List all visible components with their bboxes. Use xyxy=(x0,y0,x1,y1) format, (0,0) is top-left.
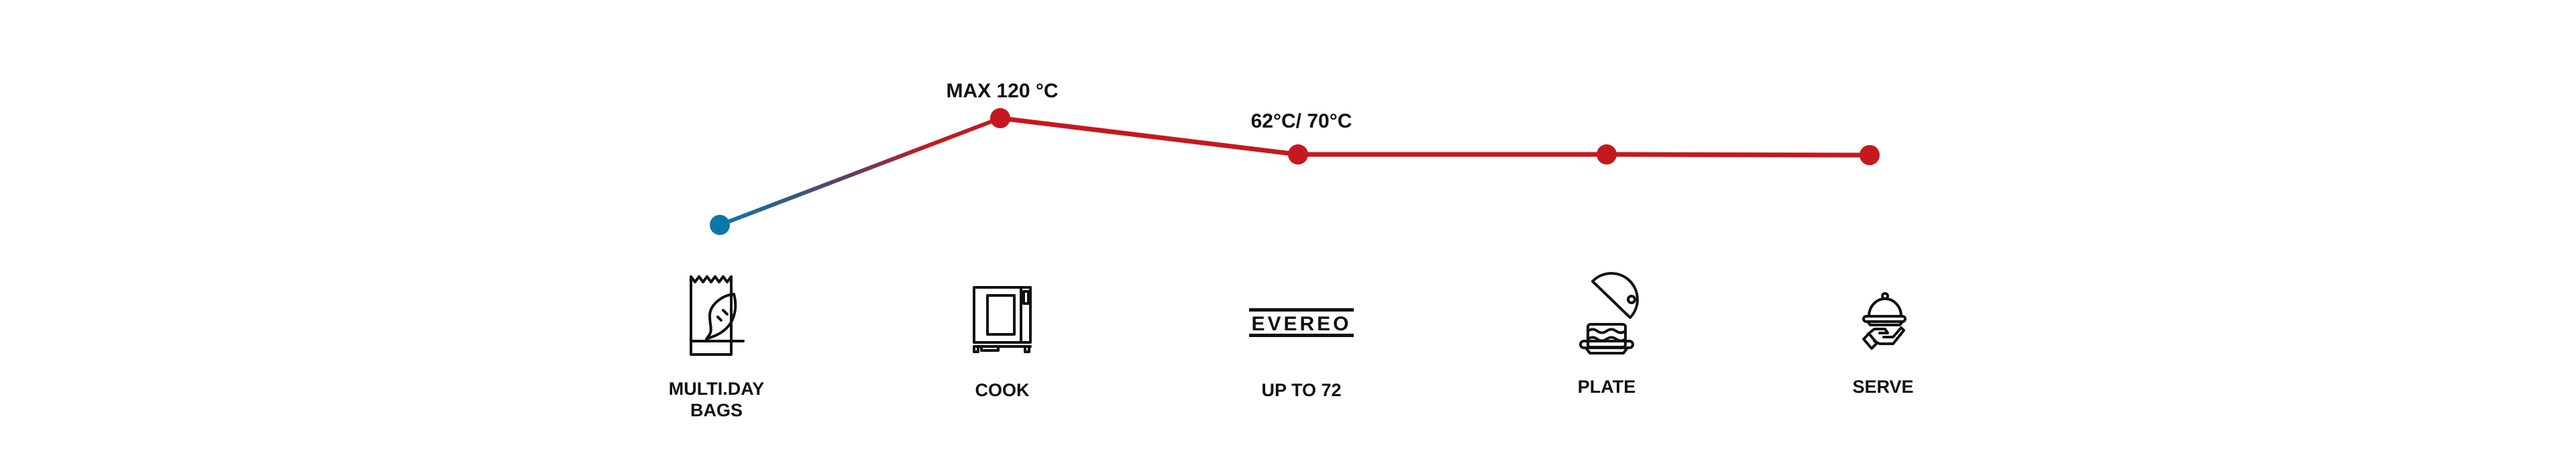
temperature-line xyxy=(718,115,1870,227)
points xyxy=(710,108,1880,235)
plate-cloche-icon xyxy=(1579,272,1639,355)
annotation-max-temp: MAX 120 °C xyxy=(946,80,1058,102)
annotation-hold-temp: 62°C/ 70°C xyxy=(1251,110,1352,132)
step-label-multi-day-bags-line1: MULTI.DAY xyxy=(669,379,765,399)
point-serve xyxy=(1860,145,1880,165)
serve-cloche-hand-icon xyxy=(1862,292,1907,350)
fish-bag-icon xyxy=(690,275,745,356)
step-label-plate: PLATE xyxy=(1578,377,1636,397)
step-label-up-to-72: UP TO 72 xyxy=(1261,380,1341,400)
step-label-multi-day-bags-line2: BAGS xyxy=(690,400,743,420)
evereo-logo: EVEREO xyxy=(1249,308,1354,337)
line-segment-bags-cook xyxy=(718,116,1002,227)
point-up-to-72 xyxy=(1288,144,1308,164)
oven-icon xyxy=(973,286,1032,353)
point-plate xyxy=(1597,144,1617,164)
point-multi-day-bags xyxy=(710,215,730,235)
line-segment-hot xyxy=(1000,115,1870,158)
point-cook xyxy=(990,108,1010,128)
step-label-serve: SERVE xyxy=(1852,377,1913,397)
step-label-cook: COOK xyxy=(975,380,1030,400)
svg-text:EVEREO: EVEREO xyxy=(1251,313,1351,335)
